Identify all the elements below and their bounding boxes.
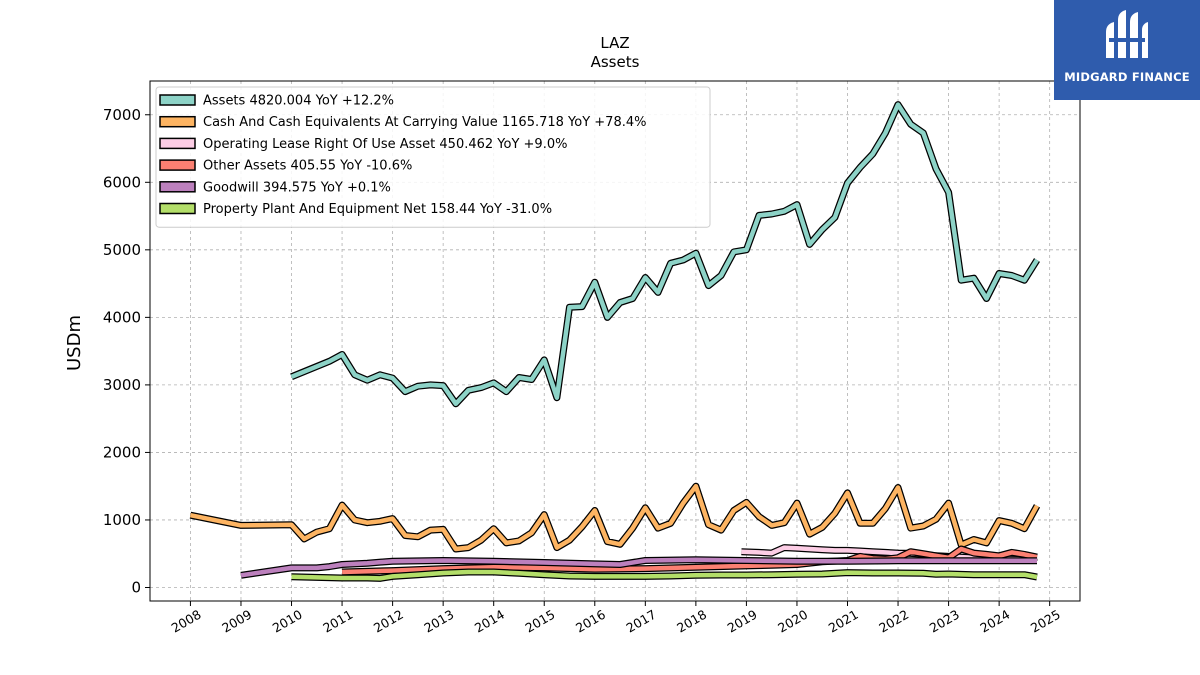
y-tick-label: 1000 [103, 511, 141, 529]
x-tick-label: 2017 [624, 607, 659, 636]
series-line [290, 102, 1039, 407]
legend-swatch [159, 202, 196, 215]
series-line [291, 569, 1038, 581]
y-tick-label: 0 [131, 578, 141, 596]
legend-swatch [159, 159, 196, 171]
series-lines [189, 101, 1041, 582]
x-axis: 2008 2009 2010 2011 2012 2013 2014 2015 2016 2017… [169, 601, 1063, 636]
legend-swatch [159, 181, 196, 193]
legend: Assets 4820.004 YoY +12.2% Cash And Cash … [155, 86, 711, 228]
x-tick-label: 2016 [573, 607, 608, 636]
x-tick-label: 2019 [725, 607, 760, 636]
x-tick-label: 2010 [270, 607, 305, 636]
y-tick-label: 2000 [103, 443, 141, 461]
x-tick-label: 2014 [472, 607, 507, 636]
series-outline [189, 482, 1041, 553]
x-tick-label: 2015 [522, 607, 557, 636]
legend-label: Property Plant And Equipment Net 158.44 … [203, 202, 552, 217]
x-tick-label: 2008 [169, 607, 204, 636]
chart-subtitle: Assets [591, 53, 640, 71]
legend-label: Assets 4820.004 YoY +12.2% [203, 94, 394, 109]
legend-swatch [159, 137, 196, 150]
legend-label: Operating Lease Right Of Use Asset 450.4… [203, 137, 567, 152]
series-line-4 [342, 545, 1038, 576]
plot-frame [149, 80, 1081, 602]
series-line-1 [290, 101, 1040, 408]
series-line-6 [291, 568, 1038, 582]
x-tick-label: 2024 [977, 607, 1012, 636]
x-tick-label: 2011 [320, 607, 355, 636]
series-line [189, 483, 1039, 552]
legend-label: Other Assets 405.55 YoY -10.6% [203, 159, 412, 174]
x-tick-label: 2009 [219, 607, 254, 636]
legend-swatch [159, 115, 196, 128]
brand-logo: MIDGARD FINANCE [1054, 0, 1200, 100]
x-tick-label: 2018 [674, 607, 709, 636]
legend-box [155, 86, 711, 228]
y-tick-label: 4000 [103, 308, 141, 326]
y-tick-label: 3000 [103, 376, 141, 394]
y-tick-label: 5000 [103, 241, 141, 259]
series-line-5 [240, 556, 1037, 579]
series-line [342, 546, 1038, 575]
chart-title: LAZ [600, 34, 629, 52]
x-tick-label: 2022 [876, 607, 911, 636]
y-tick-label: 6000 [103, 173, 141, 191]
x-tick-label: 2021 [826, 607, 861, 636]
y-tick-label: 7000 [103, 106, 141, 124]
y-axis-label: USDm [64, 315, 85, 371]
series-line-2 [189, 482, 1041, 553]
x-tick-label: 2013 [421, 607, 456, 636]
midgard-mark-icon [1106, 10, 1148, 58]
legend-swatch [159, 94, 196, 106]
x-tick-label: 2020 [775, 607, 810, 636]
legend-label: Goodwill 394.575 YoY +0.1% [203, 180, 391, 195]
brand-name: MIDGARD FINANCE [1064, 70, 1190, 84]
x-tick-label: 2023 [927, 607, 962, 636]
x-tick-label: 2012 [371, 607, 406, 636]
series-line [240, 557, 1037, 578]
y-axis: 0 1000 2000 3000 4000 5000 6000 7000 [103, 106, 150, 596]
legend-label: Cash And Cash Equivalents At Carrying Va… [203, 115, 646, 130]
x-tick-label: 2025 [1028, 607, 1063, 636]
